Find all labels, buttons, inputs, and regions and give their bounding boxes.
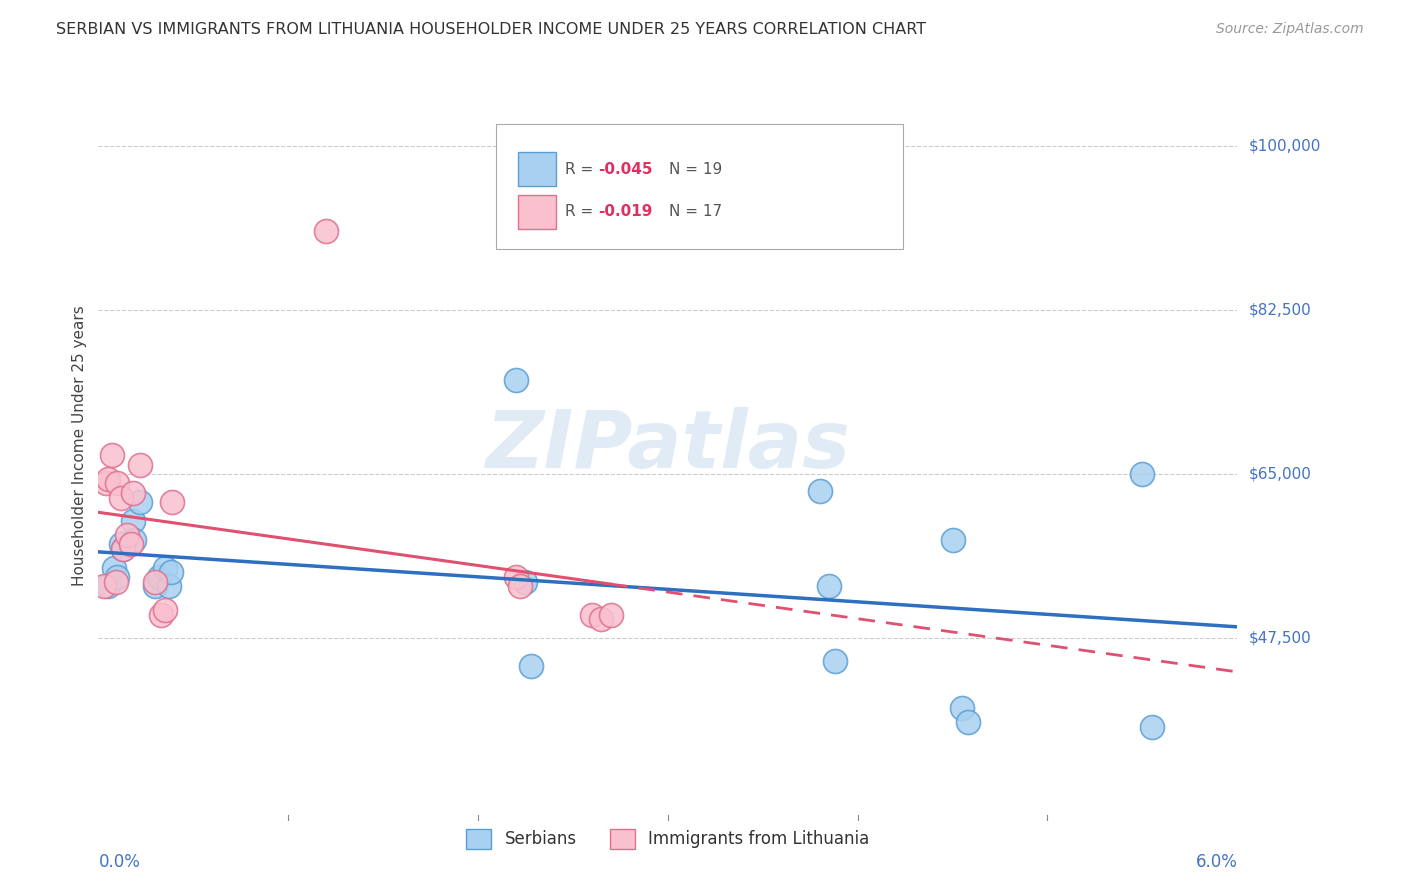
- Point: [509, 580, 531, 594]
- Point: [950, 701, 973, 715]
- Point: [110, 537, 132, 551]
- Point: [112, 542, 135, 557]
- Point: [159, 566, 181, 580]
- Point: [107, 476, 129, 491]
- Point: [129, 495, 152, 509]
- Point: [515, 574, 537, 589]
- Point: [145, 580, 167, 594]
- Point: [129, 458, 152, 472]
- Point: [121, 514, 143, 528]
- Point: [157, 580, 180, 594]
- Text: N = 17: N = 17: [669, 204, 721, 219]
- Point: [121, 485, 143, 500]
- Point: [112, 542, 135, 557]
- Point: [124, 533, 146, 547]
- Point: [104, 574, 127, 589]
- Text: $100,000: $100,000: [1249, 139, 1320, 153]
- Text: Source: ZipAtlas.com: Source: ZipAtlas.com: [1216, 22, 1364, 37]
- Point: [148, 570, 170, 584]
- Point: [153, 561, 176, 575]
- Point: [824, 655, 846, 669]
- Point: [97, 472, 120, 486]
- Point: [591, 612, 613, 626]
- Point: [150, 607, 173, 622]
- Point: [145, 574, 167, 589]
- Point: [315, 224, 337, 238]
- Point: [103, 561, 125, 575]
- Point: [818, 580, 841, 594]
- Text: R =: R =: [564, 204, 598, 219]
- Text: -0.045: -0.045: [599, 161, 652, 177]
- Point: [505, 570, 527, 584]
- Point: [942, 533, 965, 547]
- Text: $47,500: $47,500: [1249, 631, 1312, 646]
- Point: [97, 580, 120, 594]
- Point: [120, 537, 142, 551]
- Text: N = 19: N = 19: [669, 161, 721, 177]
- Point: [600, 607, 623, 622]
- Point: [1140, 720, 1163, 734]
- Text: 6.0%: 6.0%: [1195, 854, 1237, 871]
- Point: [808, 483, 831, 498]
- Text: ZIPatlas: ZIPatlas: [485, 407, 851, 485]
- Text: R =: R =: [564, 161, 598, 177]
- Text: 0.0%: 0.0%: [98, 854, 141, 871]
- Point: [153, 603, 176, 617]
- Point: [505, 374, 527, 388]
- Point: [520, 659, 543, 673]
- Text: SERBIAN VS IMMIGRANTS FROM LITHUANIA HOUSEHOLDER INCOME UNDER 25 YEARS CORRELATI: SERBIAN VS IMMIGRANTS FROM LITHUANIA HOU…: [56, 22, 927, 37]
- Legend: Serbians, Immigrants from Lithuania: Serbians, Immigrants from Lithuania: [458, 821, 877, 857]
- Text: -0.019: -0.019: [599, 204, 652, 219]
- Point: [107, 570, 129, 584]
- Point: [581, 607, 603, 622]
- Text: $82,500: $82,500: [1249, 302, 1312, 318]
- Point: [1132, 467, 1154, 482]
- Point: [94, 476, 117, 491]
- Text: $65,000: $65,000: [1249, 467, 1312, 482]
- Point: [115, 528, 138, 542]
- Point: [110, 491, 132, 505]
- Point: [956, 715, 979, 730]
- Y-axis label: Householder Income Under 25 years: Householder Income Under 25 years: [72, 306, 87, 586]
- Point: [93, 580, 115, 594]
- Point: [100, 449, 122, 463]
- Point: [162, 495, 184, 509]
